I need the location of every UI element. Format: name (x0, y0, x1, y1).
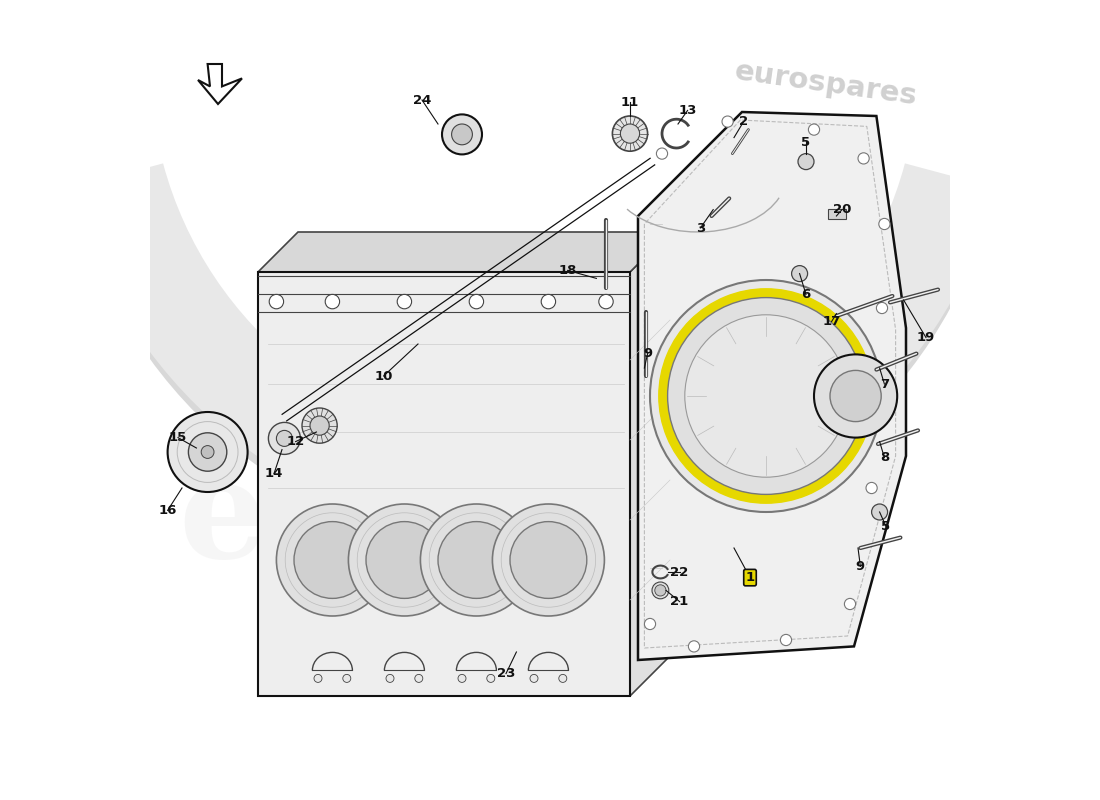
Circle shape (420, 504, 532, 616)
Circle shape (268, 422, 300, 454)
Text: 14: 14 (265, 467, 283, 480)
Circle shape (276, 430, 293, 446)
Text: 13: 13 (679, 104, 696, 117)
Circle shape (343, 674, 351, 682)
Circle shape (188, 433, 227, 471)
Circle shape (442, 114, 482, 154)
Text: 16: 16 (158, 504, 177, 517)
Text: eurospares: eurospares (256, 246, 844, 554)
Circle shape (559, 674, 566, 682)
Circle shape (167, 412, 248, 492)
Circle shape (310, 416, 329, 435)
Text: 7: 7 (880, 378, 889, 390)
Circle shape (366, 522, 443, 598)
Circle shape (645, 618, 656, 630)
Circle shape (270, 294, 284, 309)
Circle shape (792, 266, 807, 282)
Circle shape (458, 674, 466, 682)
Circle shape (877, 302, 888, 314)
Text: 5: 5 (881, 520, 891, 533)
Text: a parts for britain 1985: a parts for britain 1985 (364, 408, 736, 584)
Text: 17: 17 (823, 315, 840, 328)
Circle shape (871, 504, 888, 520)
Circle shape (879, 218, 890, 230)
Text: 18: 18 (559, 264, 576, 277)
Text: 3: 3 (696, 222, 705, 234)
Polygon shape (638, 112, 906, 660)
Circle shape (650, 280, 882, 512)
Circle shape (668, 298, 865, 494)
Circle shape (493, 504, 604, 616)
Text: 21: 21 (671, 595, 689, 608)
Text: 10: 10 (374, 370, 393, 382)
Circle shape (657, 148, 668, 159)
Circle shape (314, 674, 322, 682)
Text: 24: 24 (412, 94, 431, 106)
Circle shape (276, 504, 388, 616)
Text: 20: 20 (833, 203, 851, 216)
Polygon shape (198, 64, 242, 104)
Circle shape (452, 124, 472, 145)
Circle shape (598, 294, 613, 309)
Circle shape (689, 641, 700, 652)
Circle shape (652, 582, 669, 598)
Circle shape (613, 116, 648, 151)
Circle shape (685, 314, 847, 477)
Text: 12: 12 (286, 435, 305, 448)
Circle shape (798, 154, 814, 170)
Circle shape (830, 370, 881, 422)
Wedge shape (70, 163, 998, 544)
Text: 11: 11 (620, 96, 639, 109)
Text: 6: 6 (802, 288, 811, 301)
Text: 5: 5 (802, 136, 811, 149)
Circle shape (530, 674, 538, 682)
Circle shape (487, 674, 495, 682)
Circle shape (858, 153, 869, 164)
Text: 1: 1 (746, 571, 755, 584)
Circle shape (326, 294, 340, 309)
Circle shape (510, 522, 586, 598)
Text: 19: 19 (917, 331, 935, 344)
Text: 9: 9 (856, 560, 865, 573)
Bar (828, 209, 846, 219)
Circle shape (814, 354, 898, 438)
Polygon shape (630, 232, 670, 696)
Text: 23: 23 (497, 667, 515, 680)
Circle shape (386, 674, 394, 682)
Circle shape (397, 294, 411, 309)
Text: 9: 9 (644, 347, 652, 360)
Text: 22: 22 (671, 566, 689, 578)
Circle shape (722, 116, 734, 127)
Circle shape (415, 674, 422, 682)
Polygon shape (258, 272, 630, 696)
Text: 15: 15 (169, 431, 187, 444)
Circle shape (201, 446, 214, 458)
Text: 8: 8 (880, 451, 889, 464)
Circle shape (438, 522, 515, 598)
Polygon shape (258, 232, 670, 272)
Circle shape (470, 294, 484, 309)
Circle shape (294, 522, 371, 598)
Circle shape (866, 482, 877, 494)
Circle shape (780, 634, 792, 646)
Circle shape (349, 504, 461, 616)
Text: 2: 2 (739, 115, 748, 128)
Circle shape (654, 585, 666, 596)
Circle shape (541, 294, 556, 309)
Circle shape (302, 408, 338, 443)
Circle shape (808, 124, 820, 135)
Text: eurospares: eurospares (733, 58, 920, 110)
Circle shape (845, 598, 856, 610)
Text: e: e (178, 453, 266, 587)
Circle shape (620, 124, 639, 143)
